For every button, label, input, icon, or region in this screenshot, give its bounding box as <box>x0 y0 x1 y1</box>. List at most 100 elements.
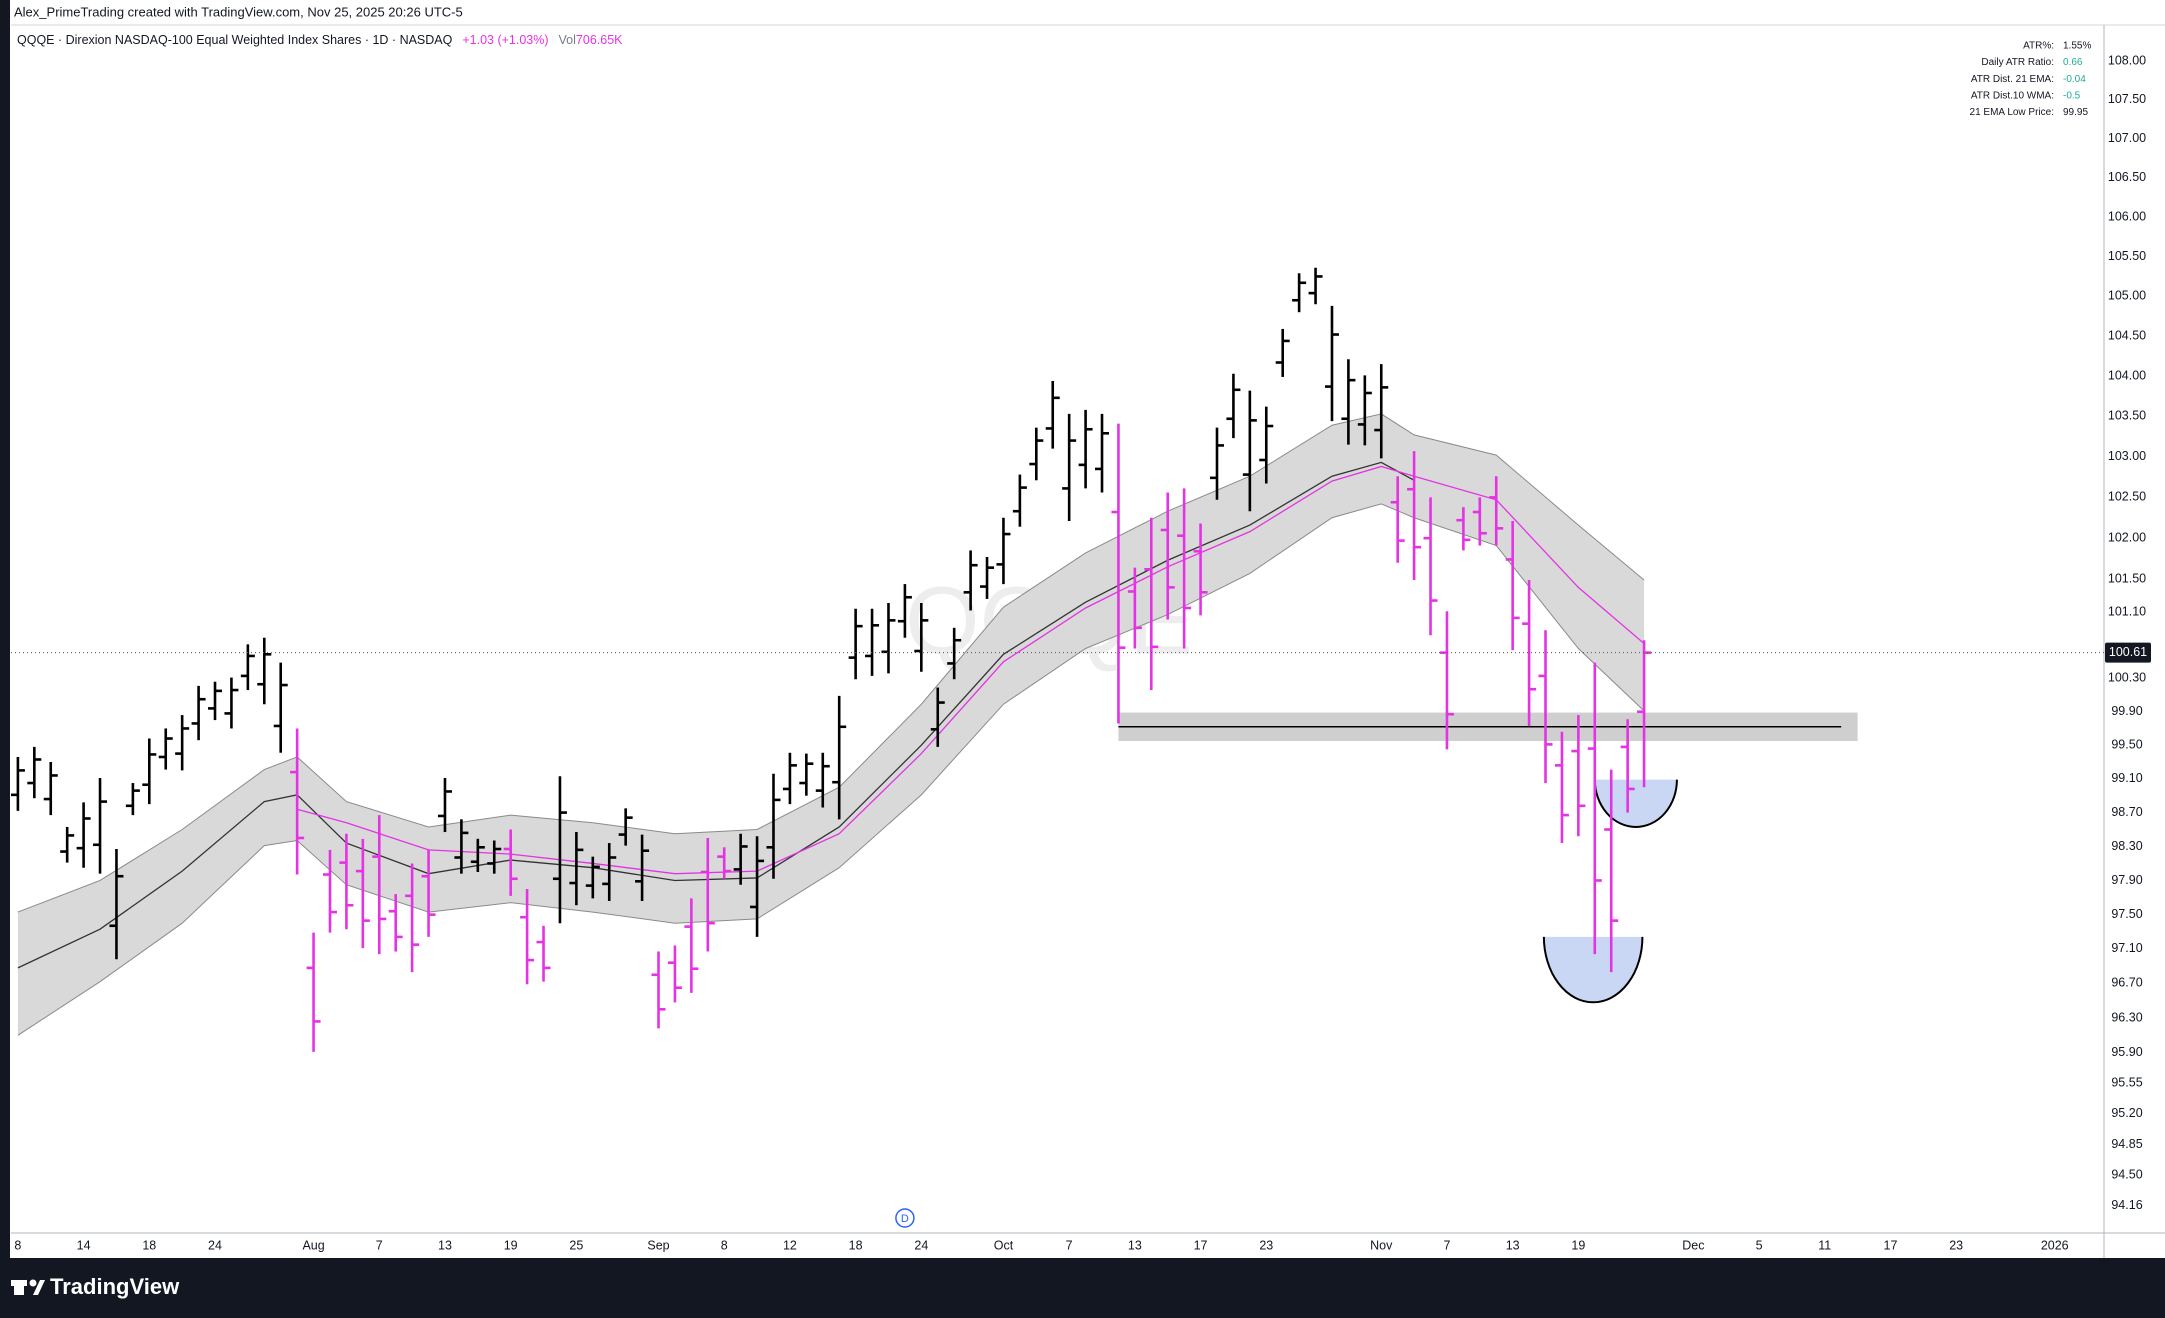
last-price-label: 100.61 <box>2109 645 2147 659</box>
x-tick-label: 13 <box>438 1238 452 1252</box>
y-tick-label: 105.50 <box>2108 249 2146 263</box>
ohlc-bar <box>1472 497 1487 546</box>
ohlc-bar <box>733 833 748 885</box>
ohlc-bar <box>43 762 58 816</box>
x-tick-label: 24 <box>914 1238 928 1252</box>
ohlc-bar <box>1308 267 1323 305</box>
y-tick-label: 94.50 <box>2111 1168 2142 1182</box>
ohlc-bar <box>1029 427 1044 481</box>
ohlc-bar <box>322 849 337 933</box>
x-tick-label: 7 <box>376 1238 383 1252</box>
ohlc-bar <box>552 776 567 924</box>
ohlc-bar <box>421 849 436 937</box>
y-tick-label: 96.30 <box>2111 1010 2142 1024</box>
ohlc-bar <box>208 681 223 721</box>
ohlc-bar <box>11 756 25 811</box>
ohlc-bar <box>947 627 962 680</box>
plot-area: QQQE <box>11 267 2104 1052</box>
band-mid-line <box>17 461 1415 969</box>
y-tick-label: 96.70 <box>2111 976 2142 990</box>
ohlc-bar <box>766 773 781 879</box>
x-tick-label: 18 <box>142 1238 156 1252</box>
credit-line: Alex_PrimeTrading created with TradingVi… <box>14 4 463 19</box>
volume-value: 706.65K <box>576 33 623 47</box>
last-price-box <box>2105 642 2151 663</box>
y-tick-label: 101.10 <box>2108 604 2146 618</box>
ohlc-bar <box>1489 476 1504 546</box>
ohlc-bar <box>1324 305 1339 422</box>
x-tick-label: 19 <box>504 1238 518 1252</box>
ohlc-bar <box>1374 364 1389 459</box>
ohlc-bar <box>290 728 305 875</box>
ohlc-bar <box>1111 423 1126 724</box>
ohlc-bar <box>470 838 485 872</box>
ohlc-bar <box>158 728 173 770</box>
stat-label: ATR Dist.10 WMA: <box>1971 90 2054 101</box>
x-tick-label: 14 <box>77 1238 91 1252</box>
ohlc-bar <box>881 603 896 674</box>
y-tick-label: 99.90 <box>2111 704 2142 718</box>
ohlc-bar <box>963 550 978 611</box>
ohlc-bar <box>487 840 502 874</box>
ohlc-bar <box>897 584 912 638</box>
x-tick-label: 25 <box>569 1238 583 1252</box>
x-tick-label: 17 <box>1194 1238 1208 1252</box>
event-marker <box>895 1208 915 1228</box>
ohlc-bar <box>996 517 1011 585</box>
footer-bar <box>0 1258 2165 1318</box>
ohlc-bar <box>1571 715 1586 837</box>
x-tick-label: Oct <box>994 1238 1014 1252</box>
y-tick-label: 104.00 <box>2108 368 2146 382</box>
ohlc-bar <box>191 685 206 741</box>
stat-value: 0.66 <box>2063 57 2083 68</box>
x-tick-label: 2026 <box>2041 1238 2069 1252</box>
y-tick-label: 101.50 <box>2108 571 2146 585</box>
ohlc-bar <box>980 556 995 599</box>
ohlc-bar <box>667 945 682 1003</box>
ohlc-bar <box>1193 523 1208 616</box>
ohlc-bar <box>125 783 140 816</box>
ohlc-bar <box>1292 273 1307 313</box>
ohlc-bar <box>175 715 190 771</box>
y-tick-label: 95.90 <box>2111 1045 2142 1059</box>
ohlc-bar <box>1538 630 1553 784</box>
stat-value: 99.95 <box>2063 107 2088 118</box>
x-tick-label: 17 <box>1884 1238 1898 1252</box>
y-tick-label: 97.50 <box>2111 907 2142 921</box>
ohlc-bar <box>1160 492 1175 620</box>
ohlc-bar <box>388 894 403 952</box>
ohlc-bar <box>1456 507 1471 551</box>
band-lower-line <box>17 503 1645 1036</box>
ohlc-bar <box>257 637 272 705</box>
ohlc-bar <box>832 695 847 820</box>
ohlc-bar <box>93 777 108 874</box>
ohlc-bar <box>1012 474 1027 527</box>
ohlc-bar <box>503 829 518 896</box>
ohlc-bar <box>1242 390 1257 512</box>
logo-part <box>14 1280 24 1295</box>
y-tick-label: 100.30 <box>2108 671 2146 685</box>
y-tick-label: 97.90 <box>2111 873 2142 887</box>
ohlc-bar <box>240 644 255 691</box>
y-tick-label: 99.50 <box>2111 738 2142 752</box>
x-tick-label: Nov <box>1370 1238 1393 1252</box>
y-tick-label: 95.55 <box>2111 1076 2142 1090</box>
y-tick-label: 98.30 <box>2111 839 2142 853</box>
y-tick-label: 106.50 <box>2108 170 2146 184</box>
cup-drawing <box>1593 779 1678 828</box>
logo-part <box>33 1280 45 1295</box>
symbol-header: QQQE · Direxion NASDAQ-100 Equal Weighte… <box>17 33 623 47</box>
ohlc-bar <box>1095 413 1110 493</box>
ohlc-bar <box>1209 427 1224 500</box>
ohlc-bar <box>684 898 699 993</box>
price-change: +1.03 (+1.03%) <box>462 33 548 47</box>
x-tick-label: 8 <box>14 1238 21 1252</box>
ohlc-bar <box>224 677 239 729</box>
y-tick-label: 95.20 <box>2111 1106 2142 1120</box>
ohlc-bar <box>1341 359 1356 445</box>
ohlc-bar <box>635 834 650 901</box>
x-tick-label: Dec <box>1682 1238 1704 1252</box>
left-border <box>0 0 10 1318</box>
